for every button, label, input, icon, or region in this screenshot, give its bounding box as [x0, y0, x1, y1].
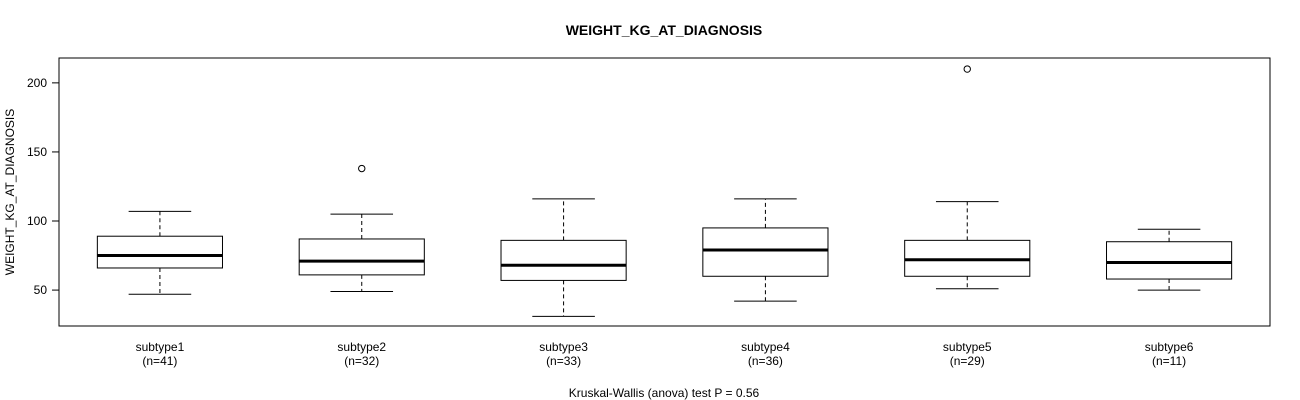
y-tick-label: 50	[34, 283, 48, 297]
sample-count-label: (n=32)	[344, 354, 379, 368]
box-group-subtype4: subtype4(n=36)	[702, 198, 829, 368]
y-tick-label: 100	[27, 214, 47, 228]
iqr-box	[702, 227, 829, 277]
iqr-box	[1106, 241, 1233, 280]
x-tick-label: subtype6	[1145, 340, 1194, 354]
y-tick-label: 200	[27, 76, 47, 90]
box-group-subtype2: subtype2(n=32)	[298, 164, 425, 368]
x-axis-label: Kruskal-Wallis (anova) test P = 0.56	[569, 386, 760, 400]
x-tick-label: subtype1	[136, 340, 185, 354]
sample-count-label: (n=33)	[546, 354, 581, 368]
box-group-subtype1: subtype1(n=41)	[96, 210, 223, 368]
outlier-point	[358, 164, 366, 173]
iqr-box	[298, 238, 425, 276]
box-groups: subtype1(n=41)subtype2(n=32)subtype3(n=3…	[96, 65, 1233, 368]
y-axis: 50 100 150 200	[27, 76, 60, 297]
iqr-box	[500, 239, 627, 281]
x-tick-label: subtype2	[337, 340, 386, 354]
sample-count-label: (n=41)	[142, 354, 177, 368]
y-tick-label: 150	[27, 145, 47, 159]
x-tick-label: subtype3	[539, 340, 588, 354]
box-group-subtype5: subtype5(n=29)	[904, 65, 1031, 368]
chart-title: WEIGHT_KG_AT_DIAGNOSIS	[566, 22, 763, 38]
sample-count-label: (n=29)	[950, 354, 985, 368]
x-tick-label: subtype5	[943, 340, 992, 354]
box-group-subtype3: subtype3(n=33)	[500, 198, 627, 368]
outlier-point	[963, 65, 971, 73]
x-tick-label: subtype4	[741, 340, 790, 354]
y-axis-label: WEIGHT_KG_AT_DIAGNOSIS	[3, 109, 17, 275]
box-group-subtype6: subtype6(n=11)	[1106, 228, 1233, 368]
plot-frame	[58, 57, 1271, 327]
iqr-box	[96, 235, 223, 269]
sample-count-label: (n=36)	[748, 354, 783, 368]
sample-count-label: (n=11)	[1152, 354, 1186, 368]
